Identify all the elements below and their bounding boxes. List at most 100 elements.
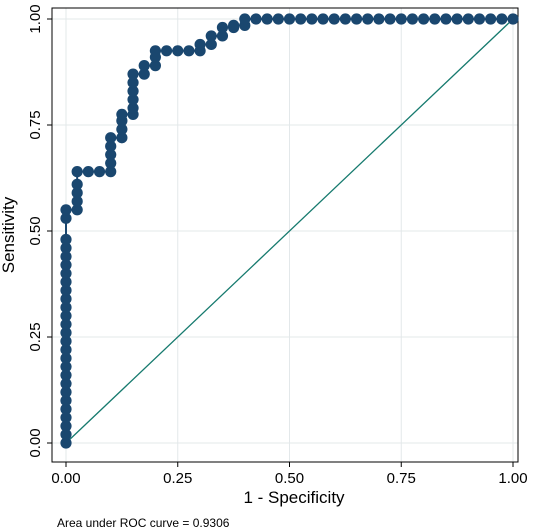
roc-point — [60, 395, 72, 407]
roc-point — [116, 123, 128, 135]
roc-point — [127, 93, 139, 106]
roc-point — [205, 30, 217, 42]
roc-point — [60, 361, 72, 373]
roc-point — [496, 13, 508, 25]
roc-point — [60, 352, 72, 364]
roc-point — [60, 242, 72, 254]
roc-point — [339, 13, 351, 25]
roc-point — [60, 233, 72, 246]
roc-point — [138, 60, 150, 72]
x-axis-title: 1 - Specificity — [243, 488, 345, 507]
roc-point — [350, 13, 363, 25]
roc-point — [127, 85, 139, 97]
roc-point — [60, 420, 72, 432]
roc-point — [105, 149, 117, 161]
roc-point — [60, 327, 72, 339]
x-tick-label: 0.50 — [275, 470, 304, 487]
roc-point — [317, 13, 329, 25]
roc-point — [71, 195, 83, 207]
y-tick-label: 0.75 — [27, 110, 44, 139]
roc-point — [60, 204, 72, 216]
roc-point — [228, 19, 240, 31]
x-tick-label: 1.00 — [498, 470, 527, 487]
roc-point — [216, 21, 229, 34]
roc-point — [60, 428, 72, 441]
roc-point — [451, 13, 463, 25]
plot-frame — [51, 7, 519, 463]
x-tick-label: 0.75 — [387, 470, 416, 487]
roc-point — [283, 13, 296, 25]
roc-point — [60, 301, 72, 313]
roc-point — [205, 38, 217, 51]
roc-point — [272, 13, 284, 25]
roc-point — [250, 13, 262, 25]
roc-point — [172, 45, 184, 57]
roc-point — [395, 13, 407, 25]
y-tick-label: 1.00 — [27, 4, 44, 33]
roc-point — [105, 140, 117, 152]
roc-point — [160, 45, 173, 57]
y-tick-label: 0.00 — [27, 428, 44, 457]
roc-point — [473, 13, 486, 25]
roc-point — [373, 13, 385, 25]
auc-note: Area under ROC curve = 0.9306 — [57, 516, 230, 530]
roc-point — [418, 13, 430, 25]
roc-point — [60, 344, 72, 356]
roc-point — [384, 13, 396, 25]
roc-point — [149, 45, 161, 57]
roc-markers — [60, 13, 519, 449]
roc-point — [507, 13, 519, 25]
roc-point — [149, 60, 161, 72]
roc-point — [485, 13, 497, 25]
roc-point — [82, 166, 94, 178]
roc-point — [116, 108, 128, 120]
roc-point — [60, 403, 72, 415]
x-tick-label: 0.00 — [51, 470, 80, 487]
roc-point — [429, 13, 441, 25]
roc-point — [306, 13, 318, 25]
x-axis-ticks: 0.00 0.25 0.50 0.75 1.00 — [51, 462, 528, 487]
roc-point — [60, 212, 72, 224]
reference-line-layer — [65, 18, 514, 444]
roc-point — [60, 267, 72, 279]
roc-point — [462, 13, 474, 25]
roc-point — [60, 259, 72, 271]
roc-point — [71, 178, 83, 190]
y-tick-label: 0.25 — [27, 322, 44, 351]
roc-point — [93, 166, 106, 178]
roc-point — [127, 68, 139, 80]
x-tick-label: 0.25 — [163, 470, 192, 487]
roc-point — [183, 45, 195, 57]
y-axis-title: Sensitivity — [0, 196, 18, 273]
roc-point — [71, 204, 83, 216]
roc-point — [60, 318, 72, 330]
roc-point — [138, 68, 150, 80]
roc-point — [105, 157, 117, 169]
roc-point — [60, 250, 72, 263]
reference-line — [65, 18, 514, 444]
roc-point — [127, 77, 139, 89]
roc-point — [105, 132, 117, 144]
roc-point — [60, 310, 72, 322]
roc-point — [71, 166, 83, 178]
roc-point — [60, 437, 72, 449]
roc-point — [127, 102, 139, 114]
roc-point — [295, 13, 307, 25]
roc-point — [406, 13, 419, 25]
roc-point — [60, 276, 72, 288]
roc-point — [60, 411, 72, 424]
roc-point — [60, 284, 72, 296]
y-axis-ticks: 0.00 0.25 0.50 0.75 1.00 — [27, 4, 52, 458]
roc-point — [60, 369, 72, 381]
roc-point — [71, 187, 83, 199]
roc-point — [60, 378, 72, 390]
roc-point — [60, 293, 72, 305]
roc-point — [116, 132, 128, 144]
roc-point — [362, 13, 374, 25]
roc-point — [105, 166, 117, 178]
y-tick-label: 0.50 — [27, 216, 44, 245]
roc-point — [239, 13, 251, 25]
roc-point — [60, 335, 72, 347]
roc-point — [261, 13, 273, 25]
